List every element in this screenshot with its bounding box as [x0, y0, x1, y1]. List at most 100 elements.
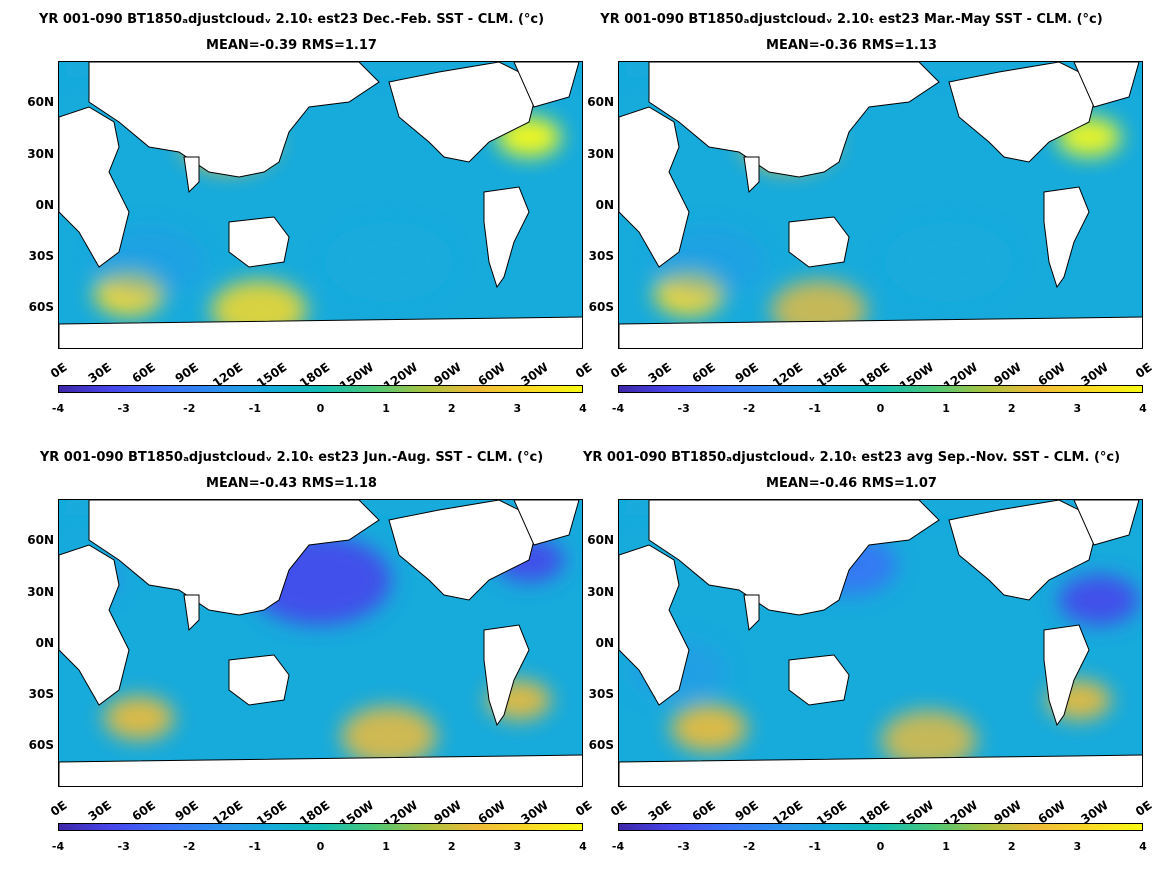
landmass-7: [619, 316, 1142, 348]
sst-anomaly-map: [618, 61, 1143, 349]
colorbar-tick-label: -1: [808, 840, 821, 853]
sst-anomaly-map: [618, 499, 1143, 787]
landmass-4: [948, 62, 1100, 163]
colorbar-tick-label: 4: [1139, 402, 1147, 415]
lat-tick-label: 60N: [587, 533, 614, 547]
lat-tick-label: 30S: [28, 687, 54, 701]
colorbar-tick-label: 0: [316, 402, 325, 415]
landmass-1: [88, 62, 380, 178]
lat-tick-label: 30N: [587, 147, 614, 161]
lon-tick-label: 90E: [732, 798, 762, 824]
landmass-1: [648, 62, 940, 178]
landmass-5: [483, 186, 530, 289]
landmass-4: [388, 62, 540, 163]
landmass-7: [619, 754, 1142, 786]
colorbar-tick-label: 3: [1073, 402, 1082, 415]
colorbar: [618, 823, 1143, 831]
panel-title: YR 001-090 BT1850ₐdjustcloudᵥ 2.10ₜ est2…: [600, 12, 1103, 27]
panel-son: YR 001-090 BT1850ₐdjustcloudᵥ 2.10ₜ est2…: [560, 438, 1155, 875]
colorbar-tick-label: 1: [382, 840, 390, 853]
lat-tick-label: 30N: [27, 147, 54, 161]
lon-tick-label: 90E: [172, 360, 202, 386]
lon-tick-label: 0E: [1133, 798, 1156, 819]
panel-djf: YR 001-090 BT1850ₐdjustcloudᵥ 2.10ₜ est2…: [0, 0, 595, 437]
landmass-1: [648, 500, 940, 616]
lat-tick-label: 60S: [28, 738, 54, 752]
anomaly-patch-d: [1059, 575, 1139, 625]
lat-tick-label: 0N: [595, 198, 614, 212]
landmass-0: [619, 106, 690, 268]
landmass-4: [948, 500, 1100, 601]
lon-tick-label: 60E: [689, 798, 718, 824]
landmass-6: [1073, 500, 1140, 546]
lat-tick-label: 60N: [587, 95, 614, 109]
lon-tick-label: 30E: [645, 798, 674, 824]
landmass-3: [788, 654, 850, 706]
lon-tick-label: 90E: [732, 360, 762, 386]
colorbar-tick-label: -1: [808, 402, 821, 415]
colorbar-tick-label: 1: [942, 840, 950, 853]
sst-anomaly-map: [58, 61, 583, 349]
colorbar-tick-label: -4: [611, 840, 625, 853]
colorbar-tick-label: -3: [677, 402, 690, 415]
colorbar-tick-label: -2: [743, 840, 756, 853]
landmass-0: [59, 106, 130, 268]
colorbar-tick-label: 4: [579, 402, 587, 415]
colorbar: [618, 385, 1143, 393]
landmass-1: [88, 500, 380, 616]
lat-tick-label: 0N: [595, 636, 614, 650]
lat-tick-label: 60S: [28, 300, 54, 314]
panel-mam: YR 001-090 BT1850ₐdjustcloudᵥ 2.10ₜ est2…: [560, 0, 1155, 437]
colorbar-tick-label: -4: [611, 402, 625, 415]
land-mask: [59, 62, 582, 348]
colorbar-tick-label: -1: [248, 402, 261, 415]
panel-jja: YR 001-090 BT1850ₐdjustcloudᵥ 2.10ₜ est2…: [0, 438, 595, 875]
lon-tick-label: 0E: [48, 798, 71, 819]
colorbar-tick-label: 0: [316, 840, 325, 853]
colorbar-tick-label: -2: [743, 402, 756, 415]
landmass-3: [228, 654, 290, 706]
landmass-4: [388, 500, 540, 601]
landmass-6: [1073, 62, 1140, 108]
colorbar: [58, 385, 583, 393]
colorbar-tick-label: 2: [1007, 402, 1016, 415]
colorbar-tick-label: 0: [876, 840, 885, 853]
lat-tick-label: 60S: [588, 738, 614, 752]
landmass-2: [183, 156, 200, 194]
lon-tick-label: 0E: [608, 798, 631, 819]
panel-stats: MEAN=-0.36 RMS=1.13: [766, 38, 937, 53]
lat-tick-label: 30S: [588, 687, 614, 701]
lon-tick-label: 0E: [608, 360, 631, 381]
land-mask: [59, 500, 582, 786]
lat-tick-label: 60N: [27, 533, 54, 547]
colorbar-tick-label: -3: [677, 840, 690, 853]
colorbar-tick-label: -1: [248, 840, 261, 853]
colorbar-tick-label: 2: [1007, 840, 1016, 853]
lat-tick-label: 60N: [27, 95, 54, 109]
colorbar-tick-label: 1: [942, 402, 950, 415]
landmass-0: [59, 544, 130, 706]
panel-stats: MEAN=-0.39 RMS=1.17: [206, 38, 377, 53]
colorbar-tick-label: 4: [579, 840, 587, 853]
lon-tick-label: 30E: [85, 360, 114, 386]
lat-tick-label: 0N: [35, 636, 54, 650]
lat-tick-label: 60S: [588, 300, 614, 314]
lat-tick-label: 30S: [588, 249, 614, 263]
anomaly-patch-a: [670, 704, 748, 752]
lat-tick-label: 30N: [587, 585, 614, 599]
colorbar-tick-label: -4: [51, 402, 65, 415]
landmass-6: [513, 500, 580, 546]
landmass-5: [1043, 186, 1090, 289]
landmass-5: [1043, 624, 1090, 727]
lon-tick-label: 90E: [172, 798, 202, 824]
colorbar-tick-label: 0: [876, 402, 885, 415]
lon-tick-label: 30E: [85, 798, 114, 824]
colorbar-tick-label: 1: [382, 402, 390, 415]
panel-title: YR 001-090 BT1850ₐdjustcloudᵥ 2.10ₜ est2…: [39, 450, 544, 465]
landmass-6: [513, 62, 580, 108]
panel-title: YR 001-090 BT1850ₐdjustcloudᵥ 2.10ₜ est2…: [38, 12, 545, 27]
anomaly-patch-f: [325, 222, 453, 302]
anomaly-patch-b: [881, 710, 977, 770]
landmass-2: [743, 156, 760, 194]
lon-tick-label: 60E: [129, 360, 158, 386]
